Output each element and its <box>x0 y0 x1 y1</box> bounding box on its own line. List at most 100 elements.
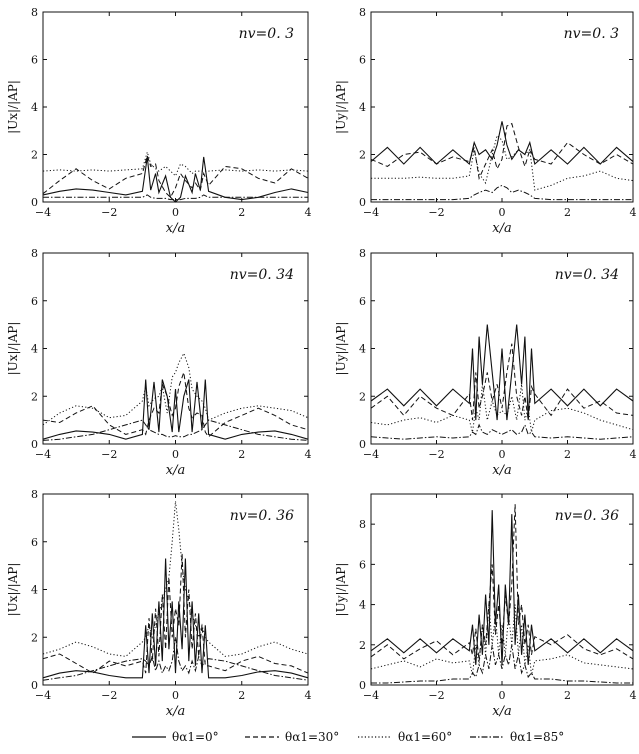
y-tick-label: 0 <box>359 438 366 451</box>
legend: θα1=0° θα1=30° θα1=60° θα1=85° <box>132 730 564 744</box>
panel-a: −4 −2 0 2 4 0 2 4 6 8 x/a |Ux|/|AP| nv=0. 3 <box>6 6 312 236</box>
x-tick-label: 4 <box>305 689 312 702</box>
series-line-solid <box>42 156 309 203</box>
y-tick-label: 2 <box>31 149 38 162</box>
x-tick-label: 2 <box>238 448 245 461</box>
x-axis-label: x/a <box>492 463 511 478</box>
x-tick-label: −2 <box>101 448 117 461</box>
x-tick-label: 4 <box>630 448 637 461</box>
y-tick-label: 2 <box>31 631 38 644</box>
series-line-dashdot <box>370 423 634 440</box>
x-tick-label: −2 <box>428 689 444 702</box>
x-tick-label: 0 <box>172 206 179 219</box>
y-axis-label: |Ux|/|AP| <box>6 322 20 376</box>
series-line-solid <box>42 558 309 679</box>
series-line-dashed <box>370 343 634 421</box>
x-tick-label: 4 <box>305 206 312 219</box>
series-line-dashdot <box>42 419 309 441</box>
y-axis-label: |Ux|/|AP| <box>6 80 20 134</box>
series-line-dotted <box>42 352 309 426</box>
series-line-solid <box>370 324 634 421</box>
x-tick-label: −4 <box>363 206 379 219</box>
panel-c: −4 −2 0 2 4 0 2 4 6 8 x/a |Ux|/|AP| nv=0. 34 <box>6 247 312 478</box>
y-tick-label: 8 <box>31 488 38 501</box>
x-tick-label: 0 <box>172 448 179 461</box>
y-tick-label: 0 <box>31 196 38 209</box>
series-line-dashed <box>370 504 634 661</box>
series-line-dashed <box>370 122 634 181</box>
series-line-solid <box>370 510 634 665</box>
x-axis-label: x/a <box>166 704 185 719</box>
series-line-dashed <box>42 372 309 438</box>
y-axis-label: |Uy|/|AP| <box>334 322 348 376</box>
panel-annotation: nv=0. 34 <box>230 267 294 283</box>
panel-annotation: nv=0. 36 <box>230 508 294 524</box>
x-tick-label: −2 <box>101 689 117 702</box>
series-line-dashdot <box>42 637 309 681</box>
x-tick-label: −2 <box>428 448 444 461</box>
x-tick-label: −2 <box>428 206 444 219</box>
series-line-dashed <box>42 553 309 674</box>
x-tick-label: 4 <box>305 448 312 461</box>
y-tick-label: 0 <box>359 679 366 692</box>
y-tick-label: 8 <box>31 6 38 19</box>
x-axis-label: x/a <box>492 704 511 719</box>
legend-label: θα1=85° <box>510 730 564 744</box>
x-tick-label: 2 <box>564 206 571 219</box>
y-axis-label: |Uy|/|AP| <box>334 563 348 617</box>
series-line-dashdot <box>371 184 633 201</box>
x-tick-label: 2 <box>564 448 571 461</box>
series-line-dashdot <box>43 194 308 201</box>
panel-annotation: nv=0. 3 <box>239 26 294 42</box>
x-tick-label: 0 <box>499 206 506 219</box>
x-tick-label: −4 <box>363 448 379 461</box>
y-axis-label: |Uy|/|AP| <box>334 80 348 134</box>
y-tick-label: 6 <box>359 295 366 308</box>
y-tick-label: 2 <box>359 390 366 403</box>
series-line-dotted <box>42 501 309 657</box>
x-tick-label: 2 <box>238 689 245 702</box>
panel-d: −4 −2 0 2 4 0 2 4 6 8 x/a |Uy|/|AP| nv=0. 34 <box>334 247 637 478</box>
x-tick-label: 2 <box>238 206 245 219</box>
x-tick-label: −4 <box>363 689 379 702</box>
y-tick-label: 8 <box>31 247 38 260</box>
y-tick-label: 2 <box>31 390 38 403</box>
y-tick-label: 2 <box>359 639 366 652</box>
y-axis-label: |Ux|/|AP| <box>6 563 20 617</box>
x-tick-label: −4 <box>35 206 51 219</box>
y-tick-label: 4 <box>359 343 366 356</box>
y-tick-label: 4 <box>31 343 38 356</box>
y-tick-label: 6 <box>359 54 366 67</box>
y-tick-label: 8 <box>359 518 366 531</box>
y-tick-label: 4 <box>359 101 366 114</box>
panel-b: −4 −2 0 2 4 0 2 4 6 8 x/a |Uy|/|AP| nv=0. 3 <box>334 6 637 236</box>
series-line-dotted <box>371 134 634 191</box>
legend-label: θα1=30° <box>285 730 339 744</box>
x-axis-label: x/a <box>166 463 185 478</box>
y-tick-label: 8 <box>359 247 366 260</box>
x-tick-label: −2 <box>101 206 117 219</box>
x-tick-label: 4 <box>630 689 637 702</box>
panel-annotation: nv=0. 36 <box>555 508 619 524</box>
y-tick-label: 2 <box>359 149 366 162</box>
y-tick-label: 6 <box>31 536 38 549</box>
x-axis-label: x/a <box>492 221 511 236</box>
x-tick-label: 0 <box>499 448 506 461</box>
panel-e: −4 −2 0 2 4 0 2 4 6 8 x/a |Ux|/|AP| nv=0. 36 <box>6 488 312 719</box>
y-tick-label: 4 <box>31 101 38 114</box>
series-line-dotted <box>42 150 309 177</box>
x-tick-label: 2 <box>564 689 571 702</box>
x-tick-label: −4 <box>35 448 51 461</box>
series-line-solid <box>42 379 309 440</box>
y-tick-label: 4 <box>31 584 38 597</box>
y-tick-label: 0 <box>359 196 366 209</box>
panel-annotation: nv=0. 3 <box>564 26 619 42</box>
series-line-dashed <box>42 153 309 199</box>
y-tick-label: 4 <box>359 599 366 612</box>
x-axis-label: x/a <box>166 221 185 236</box>
y-tick-label: 6 <box>359 558 366 571</box>
series-line-dotted <box>370 384 634 433</box>
y-tick-label: 0 <box>31 438 38 451</box>
x-tick-label: 4 <box>630 206 637 219</box>
